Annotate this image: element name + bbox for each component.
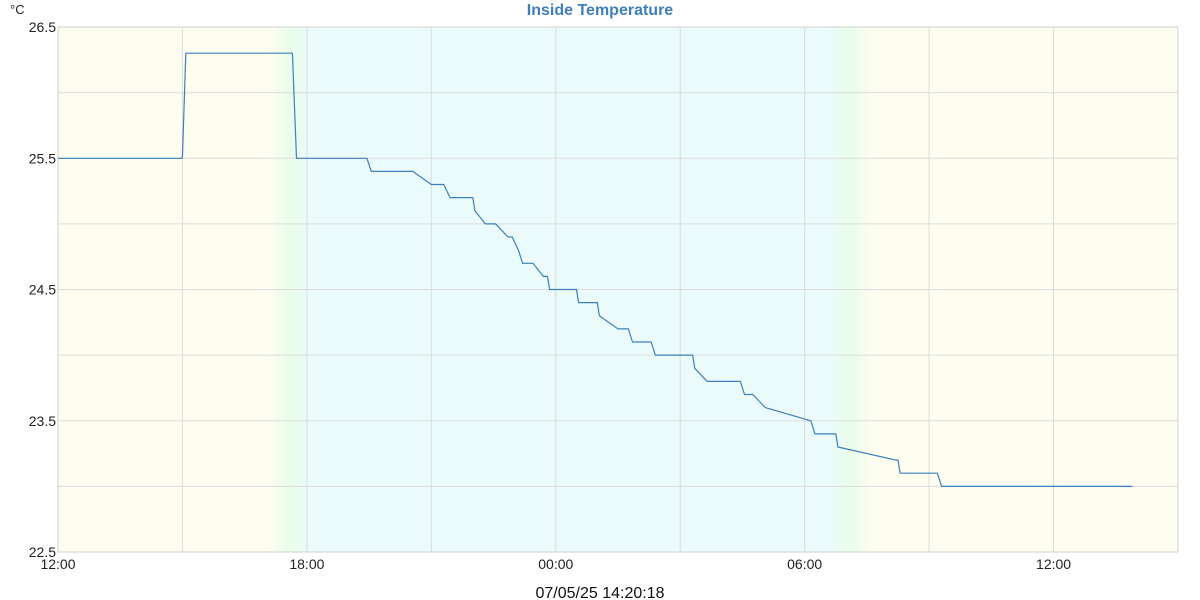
series-layer xyxy=(58,52,1133,487)
y-tick-label-2: 23.5 xyxy=(29,413,56,429)
plot-frame xyxy=(57,26,1179,553)
x-tick-label-2: 18:00 xyxy=(289,556,324,572)
x-tick-label-6: 06:00 xyxy=(787,556,822,572)
series-line-0 xyxy=(58,52,1133,487)
x-tick-label-8: 12:00 xyxy=(1036,556,1071,572)
y-tick-label-4: 24.5 xyxy=(29,282,56,298)
y-tick-label-8: 26.5 xyxy=(29,19,56,35)
chart-timestamp: 07/05/25 14:20:18 xyxy=(535,585,664,600)
x-axis-ticks: 12:00 18:00 00:00 06:00 12:00 xyxy=(40,556,1071,572)
chart-title: Inside Temperature xyxy=(527,2,674,19)
y-tick-label-6: 25.5 xyxy=(29,150,56,166)
x-tick-label-0: 12:00 xyxy=(40,556,75,572)
y-axis-unit-label: °C xyxy=(10,2,25,17)
x-tick-label-4: 00:00 xyxy=(538,556,573,572)
y-tick-label-0: 22.5 xyxy=(29,544,56,560)
y-axis-ticks: 22.5 23.5 24.5 25.5 26.5 xyxy=(29,19,56,560)
